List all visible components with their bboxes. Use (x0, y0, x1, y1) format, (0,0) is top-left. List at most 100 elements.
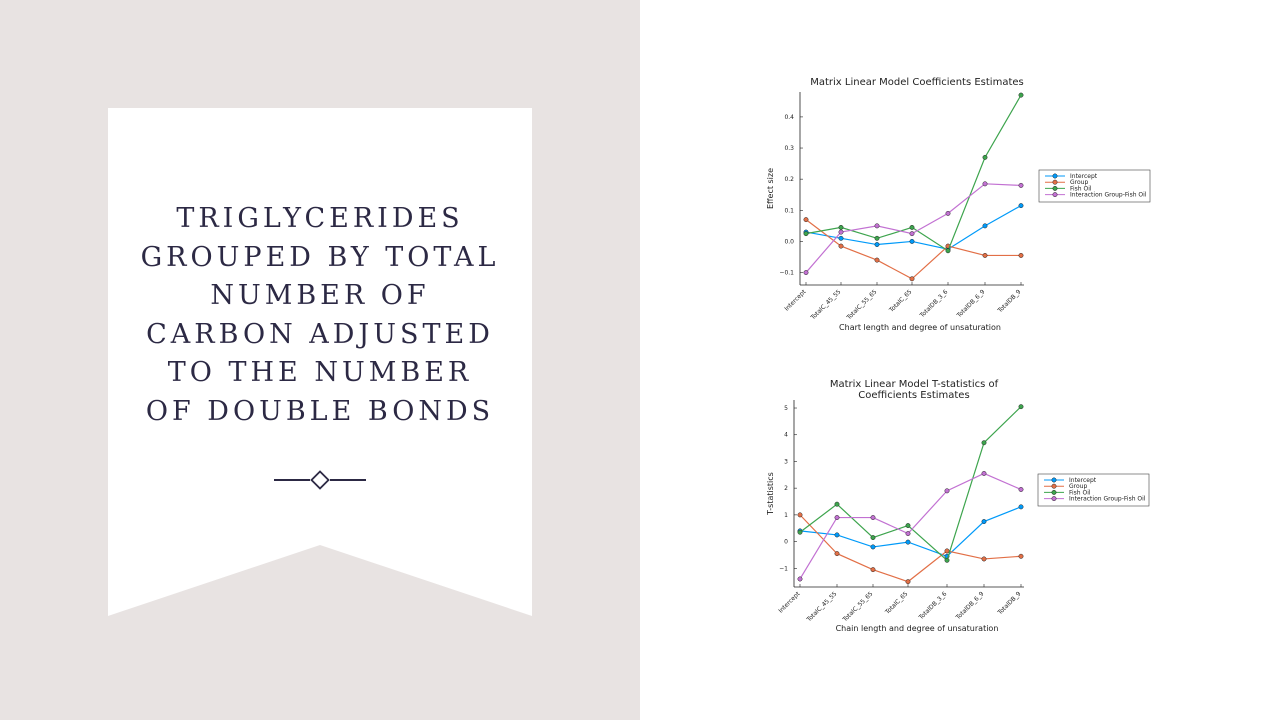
data-point (1018, 203, 1024, 209)
data-point (981, 556, 987, 562)
data-point (874, 242, 880, 247)
data-point (982, 223, 988, 229)
x-tick-label: TotalC_65 (887, 288, 913, 314)
data-point (797, 512, 803, 518)
data-point (838, 229, 844, 235)
x-tick-label: TotalDB_6_9 (954, 590, 986, 622)
data-point (838, 243, 844, 249)
y-tick-label: 0.0 (784, 238, 794, 245)
data-point (1018, 252, 1024, 258)
left-panel: TRIGLYCERIDES GROUPED BY TOTAL NUMBER OF… (0, 0, 640, 720)
data-point (797, 576, 803, 582)
data-point (1018, 92, 1024, 98)
data-point (797, 529, 803, 535)
data-point (1018, 504, 1024, 510)
x-tick-label: TotalC_55_65 (841, 590, 875, 624)
data-point (838, 235, 844, 241)
legend-marker (1052, 179, 1058, 185)
legend-label: Fish Oil (1070, 185, 1092, 192)
data-point (874, 257, 880, 263)
data-point (945, 210, 951, 216)
data-point (905, 579, 911, 585)
legend-box (1037, 473, 1150, 507)
data-point (803, 217, 809, 223)
y-tick-label: 5 (784, 405, 788, 412)
data-point (834, 501, 840, 507)
x-tick-label: TotalC_45_55 (805, 590, 839, 624)
y-tick-label: 3 (784, 458, 788, 465)
legend-label: Interaction Group-Fish Oil (1070, 192, 1147, 199)
x-axis-label: Chain length and degree of unsaturation (836, 624, 999, 633)
y-tick-label: 2 (784, 485, 788, 492)
x-tick-label: TotalDB_9 (996, 590, 1023, 617)
data-point (870, 515, 876, 520)
legend-marker (1051, 483, 1057, 489)
data-point (874, 235, 880, 241)
data-point (909, 238, 915, 244)
y-tick-label: −1 (779, 565, 788, 572)
x-tick-label: Intercept (777, 590, 802, 615)
right-panel: Matrix Linear Model Coefficients Estimat… (640, 0, 1280, 720)
x-tick-label: TotalDB_6_9 (955, 288, 987, 320)
legend-label: Group (1069, 483, 1087, 490)
y-tick-label: 0 (784, 539, 788, 546)
title-banner: TRIGLYCERIDES GROUPED BY TOTAL NUMBER OF… (108, 108, 532, 616)
data-point (838, 224, 844, 230)
data-point (982, 154, 988, 160)
y-tick-label: −0.1 (779, 270, 794, 277)
legend-marker (1052, 185, 1058, 191)
data-point (909, 231, 915, 237)
data-point (909, 276, 915, 282)
legend-marker (1052, 173, 1058, 179)
legend-label: Group (1070, 179, 1088, 186)
legend-marker (1051, 477, 1057, 483)
data-point (1018, 182, 1024, 188)
chart-title: Coefficients Estimates (858, 390, 969, 401)
data-point (1018, 404, 1024, 410)
data-point (905, 531, 911, 537)
legend-marker (1051, 496, 1057, 502)
data-point (944, 548, 950, 554)
legend-marker (1051, 489, 1057, 495)
x-tick-label: TotalDB_3_6 (917, 590, 949, 622)
data-point (870, 567, 876, 573)
data-point (905, 539, 911, 545)
y-axis-label: T-statistics (766, 472, 775, 516)
data-point (944, 557, 950, 563)
data-point (905, 523, 911, 529)
data-point (909, 224, 915, 230)
data-point (981, 440, 987, 446)
chart-title: Matrix Linear Model T-statistics of (830, 379, 999, 390)
data-point (981, 471, 987, 476)
x-tick-label: TotalDB_3_6 (918, 288, 950, 320)
y-tick-label: 4 (784, 432, 788, 439)
y-tick-label: 1 (784, 512, 788, 519)
legend-box (1038, 169, 1151, 203)
x-tick-label: TotalC_45_55 (809, 288, 843, 322)
data-point (1018, 553, 1024, 559)
data-point (874, 223, 880, 229)
data-point (1018, 487, 1024, 492)
y-tick-label: 0.3 (784, 145, 794, 152)
x-tick-label: Intercept (783, 288, 808, 313)
y-tick-label: 0.4 (784, 114, 794, 121)
t-statistics-chart: Matrix Linear Model T-statistics ofCoeff… (766, 379, 1150, 633)
series-line (799, 472, 1022, 580)
x-tick-label: TotalC_65 (883, 590, 909, 616)
data-point (834, 532, 840, 538)
data-point (981, 519, 987, 525)
series-line (799, 406, 1022, 562)
data-point (870, 535, 876, 541)
data-point (834, 551, 840, 557)
chart-title: Matrix Linear Model Coefficients Estimat… (810, 77, 1024, 88)
legend-label: Intercept (1070, 173, 1098, 180)
x-axis-label: Chart length and degree of unsaturation (839, 323, 1001, 332)
data-point (945, 248, 951, 254)
y-tick-label: 0.1 (784, 207, 794, 214)
legend-label: Intercept (1069, 477, 1097, 484)
data-point (982, 252, 988, 258)
legend-marker (1052, 192, 1058, 198)
legend-label: Fish Oil (1069, 489, 1091, 496)
slide-title: TRIGLYCERIDES GROUPED BY TOTAL NUMBER OF… (140, 203, 500, 427)
data-point (944, 488, 950, 494)
